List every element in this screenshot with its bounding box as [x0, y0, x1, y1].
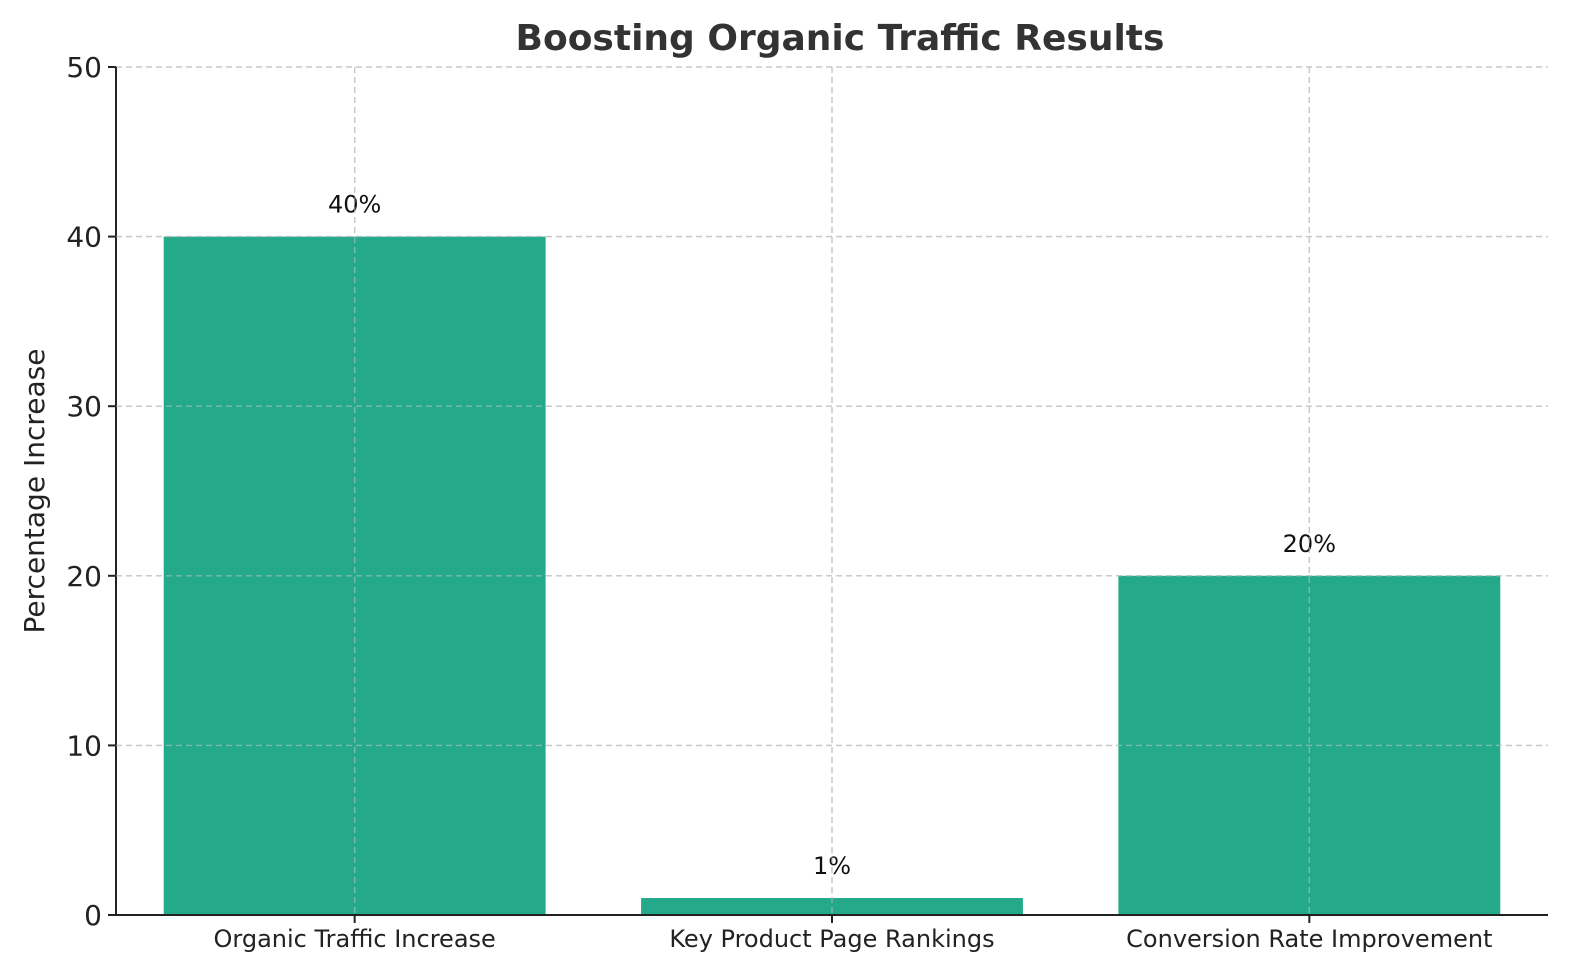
bar-value-label: 1% [813, 852, 851, 880]
y-tick-label: 0 [84, 899, 102, 932]
bar-2 [641, 898, 1023, 915]
x-tick-label: Organic Traffic Increase [214, 925, 496, 953]
bar-value-label: 40% [328, 191, 381, 219]
x-tick-label: Conversion Rate Improvement [1126, 925, 1492, 953]
tick-labels: 0 10 20 30 40 50 Organic Traffic Increase Key P… [66, 51, 1492, 953]
y-tick-label: 10 [66, 729, 102, 762]
chart-title: Boosting Organic Traffic Results [516, 18, 1165, 59]
axes [108, 66, 1548, 923]
y-axis-label: Percentage Increase [18, 349, 51, 634]
x-tick-label: Key Product Page Rankings [669, 925, 994, 953]
y-tick-label: 20 [66, 560, 102, 593]
bar-value-label: 20% [1283, 530, 1336, 558]
y-tick-label: 40 [66, 221, 102, 254]
data-labels: 40% 1% 20% [116, 67, 1548, 915]
y-tick-label: 50 [66, 51, 102, 84]
y-tick-label: 30 [66, 390, 102, 423]
